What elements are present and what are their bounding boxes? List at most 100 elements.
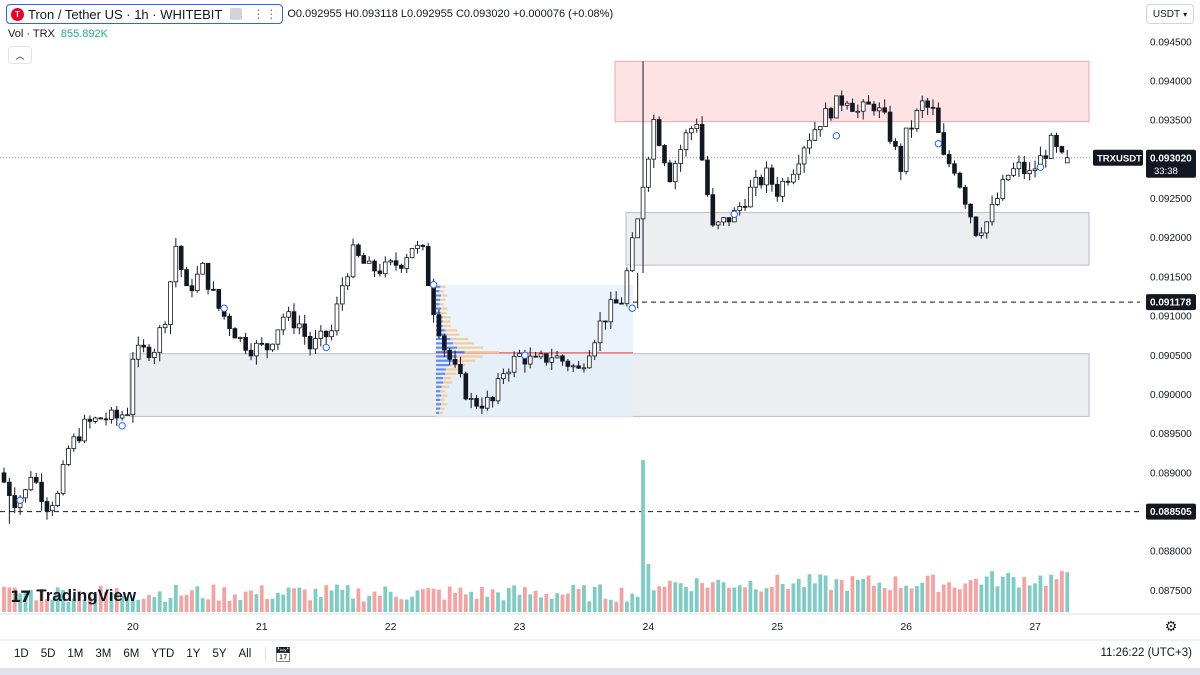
candle-up — [60, 464, 66, 494]
volume-bar — [941, 584, 946, 612]
range-button-all[interactable]: All — [238, 648, 252, 660]
candle-up — [23, 489, 28, 499]
candle-down — [291, 311, 297, 329]
compare-icon[interactable] — [230, 8, 243, 20]
volume-bar — [399, 599, 404, 612]
tradingview-logo-icon: 17 — [10, 586, 31, 606]
candle-up — [484, 396, 490, 409]
volume-bar — [506, 587, 511, 612]
volume-bar — [818, 574, 823, 612]
volume-bar — [979, 584, 984, 612]
volume-bar — [565, 593, 570, 612]
range-button-1d[interactable]: 1D — [14, 648, 29, 660]
candle-down — [243, 337, 248, 351]
candle-down — [742, 206, 748, 208]
window-bottom-edge — [0, 668, 1200, 675]
candle-down — [871, 103, 877, 112]
candle-up — [860, 101, 866, 112]
time-tick-label: 24 — [643, 621, 655, 633]
candle-down — [758, 177, 764, 186]
volume-bar — [66, 601, 71, 612]
candle-down — [710, 194, 716, 226]
resistance-zone — [614, 60, 1090, 123]
candle-down — [420, 244, 426, 247]
candle-up — [1027, 170, 1032, 174]
volume-bar — [173, 584, 178, 612]
range-button-1y[interactable]: 1Y — [186, 648, 201, 660]
tradingview-logo[interactable]: 17 TradingView — [10, 586, 136, 606]
clock[interactable]: 11:26:22 (UTC+3) — [1100, 647, 1192, 659]
gear-icon[interactable]: ⚙ — [1164, 617, 1178, 634]
price-tick-label: 0.091000 — [1150, 312, 1192, 323]
collapse-legend-button[interactable]: ︿ — [8, 46, 32, 64]
candle-up — [1016, 161, 1022, 170]
time-tick-label: 25 — [771, 621, 783, 633]
range-button-5y[interactable]: 5Y — [212, 648, 227, 660]
volume-bar — [394, 596, 398, 612]
volume-profile-bar-sell — [445, 329, 457, 332]
candle-up — [791, 173, 796, 183]
volume-profile-bar-sell — [440, 407, 445, 410]
volume-bar — [141, 598, 146, 612]
candle-down — [431, 285, 436, 316]
volume-bar — [705, 587, 710, 612]
candle-up — [1032, 168, 1038, 172]
volume-bar — [522, 587, 527, 612]
volume-bar — [1017, 587, 1021, 612]
volume-bar — [1011, 577, 1016, 612]
volume-bar — [61, 589, 65, 612]
volume-bar — [829, 589, 833, 612]
volume-bar — [1059, 570, 1064, 612]
range-button-6m[interactable]: 6M — [123, 648, 140, 660]
more-icon[interactable]: ⋮⋮ — [252, 7, 279, 21]
volume-profile-bar-buy — [436, 411, 440, 415]
volume-bar — [936, 591, 941, 612]
range-button-1m[interactable]: 1M — [67, 648, 84, 660]
candle-up — [801, 147, 807, 165]
volume-profile-bar-sell — [440, 390, 446, 393]
candle-up — [409, 248, 415, 259]
volume-bar — [286, 587, 291, 612]
candle-up — [807, 139, 812, 149]
symbol-box[interactable]: T Tron / Tether US · 1h · WHITEBIT ⋮⋮ — [6, 4, 284, 24]
volume-bar — [796, 578, 801, 612]
volume-profile-bar-sell — [441, 403, 448, 406]
volume-bar — [243, 591, 248, 612]
volume-bar — [855, 579, 860, 612]
volume-label: Vol · TRX — [8, 28, 55, 40]
candle-down — [232, 328, 238, 339]
candle-up — [715, 221, 721, 226]
volume-bar — [716, 579, 721, 612]
price-tick-label: 0.088000 — [1150, 547, 1192, 558]
volume-bar — [1065, 572, 1070, 612]
volume-bar — [630, 593, 635, 612]
candle-up — [919, 100, 925, 111]
candle-up — [672, 163, 678, 183]
volume-bar — [437, 589, 441, 612]
volume-bar — [598, 584, 602, 612]
candle-up — [592, 342, 597, 357]
volume-bar — [1038, 575, 1043, 612]
calendar-icon[interactable]: 📅︎ — [274, 645, 293, 662]
candle-down — [576, 365, 581, 369]
volume-profile-bar-buy — [436, 372, 446, 375]
volume-profile-bar-sell — [457, 346, 484, 349]
volume-bar — [7, 587, 12, 612]
candle-down — [925, 100, 930, 108]
volume-bar — [23, 592, 28, 612]
volume-bar — [388, 591, 393, 612]
volume-bar — [308, 600, 312, 612]
volume-bar — [957, 589, 962, 612]
price-tick-label: 0.092500 — [1150, 194, 1192, 205]
candle-up — [683, 132, 689, 150]
volume-bar — [335, 584, 339, 612]
range-button-3m[interactable]: 3M — [95, 648, 112, 660]
candle-up — [318, 330, 324, 339]
currency-select[interactable]: USDT ▾ — [1146, 4, 1194, 24]
candle-up — [780, 180, 785, 197]
volume-profile-bar-sell — [443, 381, 453, 384]
range-button-5d[interactable]: 5D — [40, 648, 56, 660]
volume-bar — [689, 591, 694, 612]
range-button-ytd[interactable]: YTD — [151, 648, 175, 660]
